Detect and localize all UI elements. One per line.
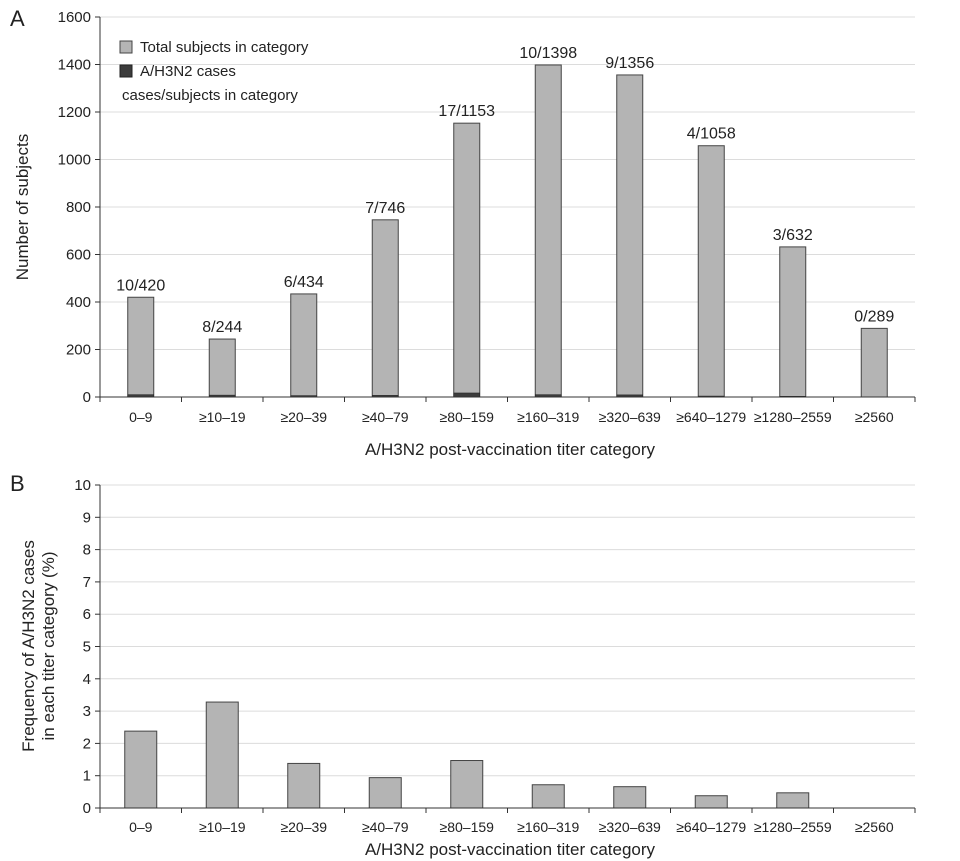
y-tick-label: 1400 bbox=[58, 57, 91, 74]
y-tick-label: 3 bbox=[83, 703, 91, 720]
y-tick-label: 800 bbox=[66, 199, 91, 216]
y-tick-label: 400 bbox=[66, 294, 91, 311]
bar bbox=[368, 777, 402, 809]
bar bbox=[776, 792, 810, 809]
data-label: 10/1398 bbox=[519, 45, 577, 62]
data-label: 0/289 bbox=[854, 308, 894, 325]
data-label: 6/434 bbox=[284, 274, 324, 291]
y-tick-label: 0 bbox=[83, 800, 91, 817]
x-tick-label: ≥320–639 bbox=[599, 409, 661, 425]
panel-a-y-ticks: 0 200 400 600 800 1000 1200 1400 1600 bbox=[58, 9, 100, 406]
bar bbox=[694, 795, 728, 809]
bar bbox=[453, 122, 481, 398]
x-tick-label: ≥640–1279 bbox=[676, 409, 746, 425]
data-label: 3/632 bbox=[773, 227, 813, 244]
panel-b-y-ticks: 0 1 2 3 4 5 6 7 8 9 10 bbox=[74, 477, 100, 817]
bar bbox=[208, 338, 236, 398]
panel-a-chart: A 10/420 8/244 6/434 7/746 17/1153 10/1398 9/1… bbox=[10, 6, 916, 459]
x-tick-label: ≥320–639 bbox=[599, 819, 661, 835]
y-tick-label: 6 bbox=[83, 606, 91, 623]
legend-label-total: Total subjects in category bbox=[140, 39, 309, 56]
y-tick-label: 1000 bbox=[58, 152, 91, 169]
y-tick-label: 1600 bbox=[58, 9, 91, 26]
legend-label-cases: A/H3N2 cases bbox=[140, 63, 236, 80]
y-tick-label: 5 bbox=[83, 639, 91, 656]
y-tick-label: 0 bbox=[83, 389, 91, 406]
data-label: 10/420 bbox=[116, 277, 165, 294]
bar bbox=[450, 760, 484, 809]
x-tick-label: ≥20–39 bbox=[280, 409, 327, 425]
x-tick-label: ≥640–1279 bbox=[676, 819, 746, 835]
bar bbox=[124, 730, 158, 809]
y-tick-label: 2 bbox=[83, 735, 91, 752]
panel-a-x-axis-title: A/H3N2 post-vaccination titer category bbox=[365, 440, 656, 459]
panel-b-x-ticks: 0–9 ≥10–19 ≥20–39 ≥40–79 ≥80–159 ≥160–319 ≥320… bbox=[99, 808, 916, 835]
x-tick-label: ≥160–319 bbox=[517, 819, 579, 835]
y-tick-label: 9 bbox=[83, 509, 91, 526]
x-tick-label: ≥160–319 bbox=[517, 409, 579, 425]
bar bbox=[371, 219, 399, 398]
panel-a-x-ticks: 0–9 ≥10–19 ≥20–39 ≥40–79 ≥80–159 ≥160–319 ≥320… bbox=[99, 397, 916, 425]
bar bbox=[127, 296, 155, 398]
panel-b-bars bbox=[124, 701, 810, 809]
y-tick-label: 8 bbox=[83, 542, 91, 559]
x-tick-label: ≥1280–2559 bbox=[754, 819, 832, 835]
panel-a-y-axis-title: Number of subjects bbox=[13, 134, 32, 280]
panel-a-legend: Total subjects in category A/H3N2 cases … bbox=[119, 39, 309, 104]
panel-b-x-axis-title: A/H3N2 post-vaccination titer category bbox=[365, 840, 656, 859]
panel-b-y-axis-title-line2: in each titer category (%) bbox=[39, 552, 58, 741]
bar bbox=[531, 784, 565, 809]
panel-b-y-axis-title-line1: Frequency of A/H3N2 cases bbox=[19, 540, 38, 752]
legend-swatch-cases bbox=[119, 64, 133, 78]
bar bbox=[779, 246, 807, 398]
bar bbox=[616, 74, 644, 398]
legend-swatch-total bbox=[119, 40, 133, 54]
y-tick-label: 7 bbox=[83, 574, 91, 591]
data-label: 7/746 bbox=[365, 200, 405, 217]
x-tick-label: ≥80–159 bbox=[440, 409, 495, 425]
panel-b-gridlines bbox=[100, 484, 915, 777]
data-label: 8/244 bbox=[202, 319, 242, 336]
bar bbox=[290, 293, 318, 398]
panel-a-data-labels: 10/420 8/244 6/434 7/746 17/1153 10/1398 9/135… bbox=[116, 45, 894, 336]
y-tick-label: 10 bbox=[74, 477, 91, 494]
panel-a-gridlines bbox=[100, 16, 915, 350]
x-tick-label: ≥10–19 bbox=[199, 819, 246, 835]
bar bbox=[205, 701, 239, 809]
x-tick-label: ≥10–19 bbox=[199, 409, 246, 425]
x-tick-label: 0–9 bbox=[129, 819, 153, 835]
data-label: 4/1058 bbox=[687, 126, 736, 143]
y-tick-label: 1 bbox=[83, 768, 91, 785]
panel-b-chart: B 0 1 2 3 4 5 6 7 8 9 10 0–9 ≥10–19 ≥20–39 ≥40–79 ≥80–… bbox=[10, 471, 916, 859]
panel-a-letter: A bbox=[10, 6, 25, 31]
data-label: 17/1153 bbox=[438, 103, 495, 120]
y-tick-label: 1200 bbox=[58, 104, 91, 121]
bar bbox=[697, 145, 725, 398]
x-tick-label: ≥80–159 bbox=[440, 819, 495, 835]
panel-a-bars bbox=[127, 64, 888, 398]
x-tick-label: ≥40–79 bbox=[362, 819, 409, 835]
legend-note: cases/subjects in category bbox=[122, 87, 298, 104]
bar bbox=[534, 64, 562, 398]
x-tick-label: ≥1280–2559 bbox=[754, 409, 832, 425]
x-tick-label: 0–9 bbox=[129, 409, 153, 425]
y-tick-label: 600 bbox=[66, 247, 91, 264]
x-tick-label: ≥20–39 bbox=[280, 819, 327, 835]
data-label: 9/1356 bbox=[605, 55, 654, 72]
x-tick-label: ≥2560 bbox=[855, 819, 894, 835]
x-tick-label: ≥40–79 bbox=[362, 409, 409, 425]
panel-b-y-axis-title: Frequency of A/H3N2 cases in each titer … bbox=[19, 540, 58, 752]
x-tick-label: ≥2560 bbox=[855, 409, 894, 425]
panel-b-letter: B bbox=[10, 471, 25, 496]
y-tick-label: 4 bbox=[83, 671, 91, 688]
y-tick-label: 200 bbox=[66, 342, 91, 359]
bar bbox=[287, 762, 321, 809]
bar bbox=[613, 786, 647, 809]
bar bbox=[860, 327, 888, 398]
bar-cases bbox=[453, 392, 480, 398]
